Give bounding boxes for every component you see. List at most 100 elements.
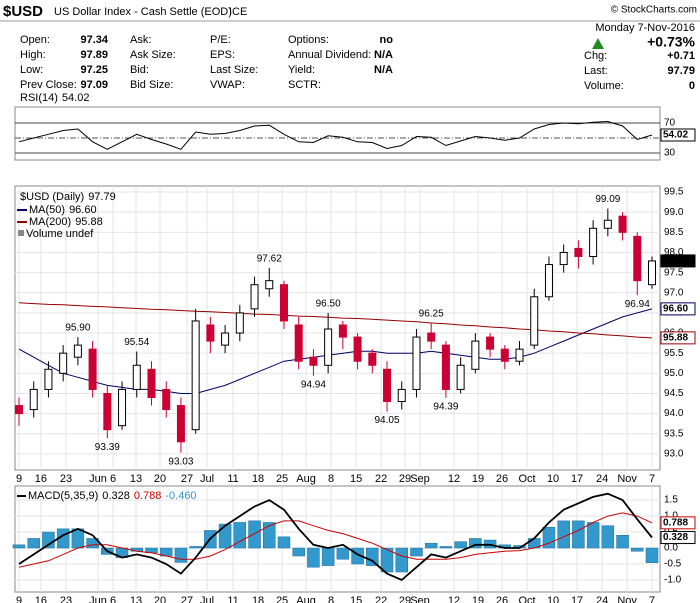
quote-value: +0.71	[667, 50, 695, 62]
y-tick-label: 93.0	[664, 449, 684, 460]
legend-name: RSI(14)	[20, 92, 58, 104]
x-tick-label: 29	[399, 473, 411, 485]
field-label: Bid Size:	[130, 79, 173, 91]
x-tick-label: Oct	[518, 473, 535, 485]
x-tick-label: 12	[448, 473, 460, 485]
x-tick-label: Aug	[296, 595, 316, 603]
field-value: 97.09	[80, 79, 108, 91]
legend-value: 95.88	[75, 216, 103, 228]
value-box	[660, 531, 696, 545]
field-label: Bid:	[130, 64, 149, 76]
field-label: Ask Size:	[130, 49, 176, 61]
legend: MA(50) 96.60	[29, 204, 97, 216]
histogram-bar	[424, 542, 438, 549]
y-tick-label: 94.5	[664, 388, 684, 399]
y-tick-label: 95.0	[664, 368, 684, 379]
security-name: US Dollar Index - Cash Settle (EOD)	[54, 6, 232, 18]
field-label: VWAP:	[210, 79, 245, 91]
histogram-bar	[395, 547, 408, 573]
candle-body	[279, 284, 288, 322]
histogram-bar	[189, 546, 202, 549]
symbol: $USD	[3, 3, 43, 20]
value-box-label: 97.79	[663, 256, 688, 267]
candle-body	[15, 405, 23, 415]
x-tick-label: 22	[375, 595, 387, 603]
histogram-bar	[380, 547, 394, 573]
x-tick-label: 17	[571, 473, 583, 485]
value-box-label: 54.02	[663, 130, 688, 141]
value-box-label: 95.88	[663, 333, 688, 344]
candle-body	[88, 348, 97, 390]
exchange: ICE	[229, 6, 247, 18]
y-tick-label: 97.0	[664, 287, 684, 298]
x-tick-label: Jun	[89, 473, 107, 485]
histogram-bar	[218, 523, 232, 549]
legend: $USD (Daily) 97.79	[20, 191, 116, 203]
x-tick-label: 16	[35, 473, 47, 485]
x-tick-label: 6	[110, 595, 116, 603]
candle-body	[618, 215, 627, 233]
x-tick-label: 25	[276, 473, 288, 485]
candle-body	[648, 260, 656, 286]
histogram-bar	[233, 522, 247, 549]
candle-body	[221, 332, 230, 346]
x-tick-label: 9	[16, 473, 22, 485]
x-tick-label: 13	[130, 595, 142, 603]
legend-value: 97.79	[88, 191, 116, 203]
y-tick-label: 98.5	[664, 227, 684, 238]
value-box-label: 96.60	[663, 304, 688, 315]
candle-body	[530, 296, 539, 346]
x-tick-label: Sep	[410, 595, 430, 603]
candle-body	[176, 405, 185, 443]
x-tick-label: 23	[60, 595, 72, 603]
x-tick-label: 13	[130, 473, 142, 485]
quote-label: Last:	[584, 65, 608, 77]
x-tick-label: 11	[227, 595, 238, 603]
y-tick-label: 70	[664, 118, 676, 129]
histogram-bar	[586, 522, 600, 549]
legend-value: 54.02	[62, 92, 90, 104]
y-tick-label: 95.5	[664, 348, 684, 359]
candle-body	[544, 264, 553, 298]
legend-name: MA(200)	[29, 216, 71, 228]
rsi-line	[18, 120, 653, 150]
histogram-bar	[439, 546, 453, 549]
candle-body	[441, 344, 450, 390]
value-box	[660, 254, 696, 268]
candle-body	[294, 324, 303, 362]
x-tick-label: 20	[154, 595, 166, 603]
histogram-bar	[631, 547, 644, 552]
x-tick-label: 27	[181, 473, 193, 485]
y-tick-label: 30	[664, 148, 676, 159]
candle-body	[162, 388, 171, 411]
histogram-bar	[307, 547, 320, 568]
x-tick-label: 25	[276, 595, 288, 603]
y-tick-label: 94.0	[664, 408, 684, 419]
candle-body	[250, 284, 259, 310]
low-label: 94.39	[433, 402, 458, 413]
x-tick-label: 18	[252, 473, 264, 485]
candle-body	[589, 227, 598, 257]
field-value: N/A	[374, 49, 393, 61]
watermark: © StockCharts.com	[611, 5, 697, 16]
field-label: Last Size:	[210, 64, 258, 76]
histogram-bar	[277, 536, 291, 549]
histogram-bar	[336, 547, 350, 560]
value-box	[660, 516, 696, 530]
histogram-bar	[410, 547, 423, 557]
x-tick-label: 26	[496, 595, 508, 603]
candle-body	[603, 219, 612, 229]
field-label: Yield:	[288, 64, 315, 76]
field-value: 97.25	[80, 64, 108, 76]
candle-body	[191, 320, 200, 431]
candle-body	[456, 364, 465, 390]
histogram-bar	[366, 547, 379, 566]
histogram-bar	[292, 547, 305, 557]
candle-body	[59, 352, 68, 374]
histogram-bar	[542, 526, 556, 549]
x-tick-label: 19	[472, 473, 484, 485]
candle-body	[265, 280, 274, 290]
x-tick-label: 19	[472, 595, 484, 603]
rsi-panel: 30 70 RSI(14) 54.02 54.02	[14, 92, 696, 161]
histogram-bar	[616, 534, 629, 549]
